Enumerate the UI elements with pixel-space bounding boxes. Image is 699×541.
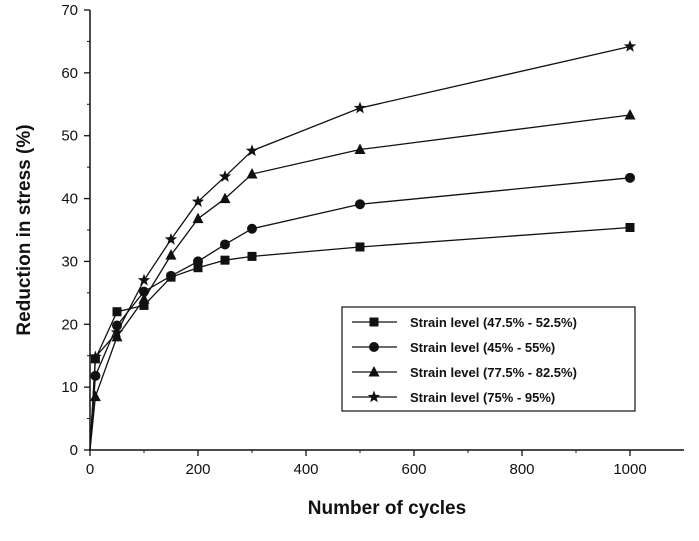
x-tick-label: 0 — [86, 461, 94, 478]
y-tick-label: 30 — [61, 253, 78, 270]
legend-label: Strain level (45% - 55%) — [410, 340, 555, 355]
data-point-triangle — [111, 330, 123, 342]
data-point-circle — [220, 239, 230, 250]
data-point-triangle — [354, 143, 366, 155]
y-tick-label: 40 — [61, 191, 78, 208]
data-point-square — [193, 263, 203, 273]
legend-label: Strain level (47.5% - 52.5%) — [410, 315, 577, 330]
data-point-circle — [193, 256, 203, 267]
data-point-star — [353, 101, 367, 114]
legend-item: Strain level (75% - 95%) — [352, 390, 555, 405]
legend-box — [341, 306, 636, 412]
y-tick-label: 20 — [61, 316, 78, 333]
legend-marker-star — [367, 390, 381, 403]
data-point-star — [623, 39, 637, 52]
data-point-circle — [355, 199, 365, 210]
series-1 — [89, 222, 635, 451]
y-tick-label: 0 — [70, 442, 78, 459]
data-point-circle — [625, 172, 635, 183]
data-point-square — [247, 251, 257, 261]
series-line — [89, 114, 631, 451]
legend: Strain level (47.5% - 52.5%) Strain level… — [341, 306, 636, 412]
data-point-triangle — [165, 249, 177, 260]
x-tick-label: 600 — [401, 461, 426, 478]
data-point-star — [110, 325, 124, 338]
series-line — [89, 45, 631, 451]
data-point-star — [164, 232, 178, 245]
data-point-triangle — [246, 168, 258, 179]
legend-label: Strain level (75% - 95%) — [410, 390, 555, 405]
legend-item: Strain level (45% - 55%) — [352, 340, 555, 355]
x-tick-label: 400 — [293, 461, 318, 478]
legend-marker-square — [369, 317, 379, 327]
data-point-square — [355, 242, 365, 252]
series-group — [89, 39, 637, 451]
legend-marker-circle — [369, 342, 379, 352]
data-point-star — [218, 170, 232, 182]
x-axis-title: Number of cycles — [308, 498, 466, 519]
data-point-square — [112, 307, 122, 317]
data-point-circle — [247, 223, 257, 234]
data-point-circle — [166, 270, 176, 281]
data-point-star — [245, 144, 259, 157]
data-point-star — [137, 273, 151, 286]
y-tick-label: 70 — [61, 2, 78, 19]
data-point-circle — [90, 370, 101, 381]
data-point-triangle — [219, 192, 231, 204]
data-point-triangle — [192, 212, 204, 224]
data-point-square — [139, 300, 149, 310]
x-tick-label: 1000 — [613, 461, 646, 478]
legend-label: Strain level (77.5% - 82.5%) — [410, 365, 577, 380]
data-point-triangle — [138, 293, 150, 304]
data-point-triangle — [89, 390, 101, 402]
legend-item: Strain level (47.5% - 52.5%) — [352, 315, 577, 330]
data-point-square — [220, 255, 230, 265]
legend-item: Strain level (77.5% - 82.5%) — [352, 365, 577, 380]
data-point-star — [89, 350, 102, 363]
x-tick-label: 800 — [509, 461, 534, 478]
data-point-square — [625, 222, 635, 232]
y-tick-label: 50 — [61, 128, 78, 145]
legend-marker-triangle — [368, 366, 380, 377]
y-tick-label: 10 — [61, 379, 78, 396]
series-line — [89, 226, 631, 451]
series-4 — [89, 39, 637, 451]
ticks: 0 200 400 600 800 1000 0 10 20 30 40 50 60 70 — [61, 2, 646, 478]
data-point-star — [191, 195, 205, 207]
x-tick-label: 200 — [185, 461, 210, 478]
y-axis-title: Reduction in stress (%) — [14, 124, 35, 335]
series-line — [89, 177, 631, 451]
y-tick-label: 60 — [61, 65, 78, 82]
series-2 — [89, 172, 635, 451]
data-point-triangle — [624, 108, 636, 120]
